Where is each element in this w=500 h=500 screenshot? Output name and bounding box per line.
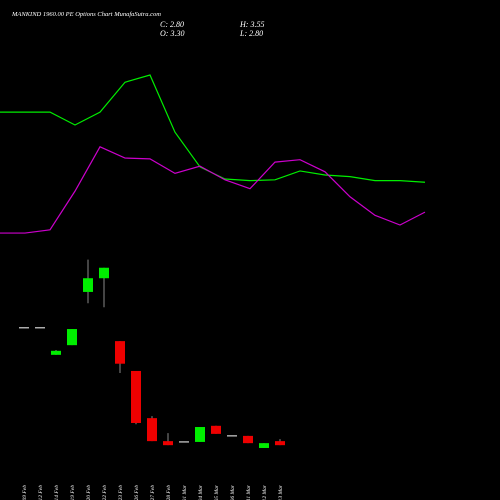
candle-body [147,418,157,442]
candle-body [51,350,61,355]
x-tick-label: 05 Mar [214,484,220,500]
x-tick-label: 06 Mar [230,484,236,500]
readout: H: 3.55 [239,20,264,29]
candle-body [227,435,237,437]
candle-body [83,278,93,292]
candle-body [115,341,125,364]
candle-body [131,370,141,423]
readout: C: 2.80 [160,20,184,29]
candle-body [211,425,221,434]
x-tick-label: 22 Feb [102,485,108,500]
x-tick-label: 09 Feb [22,485,28,500]
chart-title: MANKIND 1960.00 PE Options Chart MunafaS… [11,11,161,18]
x-tick-label: 19 Feb [70,485,76,500]
candle-body [67,329,77,346]
x-tick-label: 12 Mar [262,484,268,500]
candle-body [259,443,269,448]
x-tick-label: 20 Feb [86,485,92,500]
candle-body [35,327,45,329]
x-tick-label: 26 Feb [134,485,140,500]
readout: O: 3.30 [160,29,184,38]
candle-body [179,441,189,443]
indicator-line [0,146,426,234]
candle-body [275,441,285,446]
x-tick-label: 12 Feb [38,485,44,500]
indicator-line [0,74,426,183]
candle-body [195,427,205,442]
candle-body [163,441,173,446]
candle-body [99,267,109,279]
candle-body [243,435,253,444]
x-tick-label: 01 Mar [182,484,188,500]
x-tick-label: 13 Mar [278,484,284,500]
candle-body [19,327,29,329]
x-tick-label: 27 Feb [150,485,156,500]
x-tick-label: 04 Mar [197,484,204,500]
x-tick-label: 28 Feb [166,485,172,500]
x-tick-label: 23 Feb [118,485,124,500]
readout: L: 2.80 [239,29,263,38]
x-tick-label: 11 Mar [246,484,252,500]
x-tick-label: 14 Feb [53,485,60,500]
